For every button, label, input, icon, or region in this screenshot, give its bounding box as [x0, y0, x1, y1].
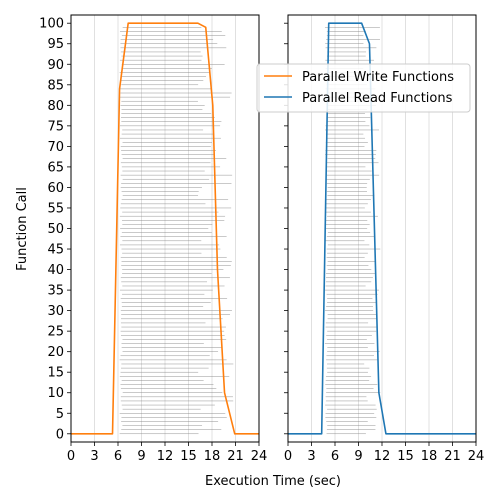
left-y-tick-label: 0	[56, 427, 64, 442]
legend-label-read: Parallel Read Functions	[302, 91, 453, 106]
left-y-tick-label: 40	[47, 263, 64, 278]
left-y-tick-label: 45	[47, 243, 64, 258]
right-x-tick-label: 3	[307, 449, 315, 464]
left-x-tick-label: 15	[180, 449, 197, 464]
left-x-tick-label: 21	[227, 449, 244, 464]
right-x-tick-label: 6	[331, 449, 339, 464]
left-y-tick-label: 10	[47, 386, 64, 401]
left-x-ticks: 0 3 6 9 12 15 18 21 24	[67, 442, 267, 464]
left-x-tick-label: 3	[90, 449, 98, 464]
legend: Parallel Write Functions Parallel Read F…	[256, 63, 471, 113]
right-series	[288, 22, 476, 435]
left-y-ticks: 0 5 10 15 20 25 30 35 40 45 50 55 60 65 70 75 80 85 90 95 10…	[39, 17, 71, 442]
left-y-tick-label: 75	[47, 119, 64, 134]
left-y-tick-label: 20	[47, 345, 64, 360]
right-x-tick-label: 24	[468, 449, 485, 464]
left-y-tick-label: 55	[47, 201, 64, 216]
left-y-tick-label: 15	[47, 366, 64, 381]
left-x-tick-label: 24	[251, 449, 268, 464]
left-x-tick-label: 12	[157, 449, 174, 464]
right-x-tick-label: 9	[354, 449, 362, 464]
right-y-ticks	[284, 22, 288, 435]
left-y-tick-label: 5	[56, 407, 64, 422]
left-y-tick-label: 95	[47, 37, 64, 52]
right-x-tick-label: 21	[444, 449, 461, 464]
left-series	[71, 22, 259, 435]
left-y-tick-label: 35	[47, 284, 64, 299]
left-y-tick-label: 25	[47, 325, 64, 340]
x-axis-label: Execution Time (sec)	[205, 474, 341, 489]
right-x-tick-label: 0	[284, 449, 292, 464]
left-x-tick-label: 0	[67, 449, 75, 464]
left-y-tick-label: 50	[47, 222, 64, 237]
right-x-tick-label: 18	[421, 449, 438, 464]
left-y-tick-label: 65	[47, 160, 64, 175]
left-y-tick-label: 60	[47, 181, 64, 196]
right-series-line	[288, 22, 476, 435]
left-x-tick-label: 6	[114, 449, 122, 464]
left-series-line	[71, 22, 259, 435]
left-y-tick-label: 85	[47, 78, 64, 93]
right-x-tick-label: 12	[374, 449, 391, 464]
left-x-tick-label: 9	[137, 449, 145, 464]
legend-label-write: Parallel Write Functions	[302, 70, 454, 85]
left-x-tick-label: 18	[204, 449, 221, 464]
right-x-ticks: 0 3 6 9 12 15 18 21 24	[284, 442, 484, 464]
left-y-tick-label: 70	[47, 140, 64, 155]
left-y-tick-label: 100	[39, 17, 64, 32]
left-y-tick-label: 90	[47, 58, 64, 73]
right-x-tick-label: 15	[397, 449, 414, 464]
left-y-tick-label: 30	[47, 304, 64, 319]
legend-box	[256, 63, 471, 113]
left-y-tick-label: 80	[47, 99, 64, 114]
y-axis-label: Function Call	[15, 187, 30, 271]
